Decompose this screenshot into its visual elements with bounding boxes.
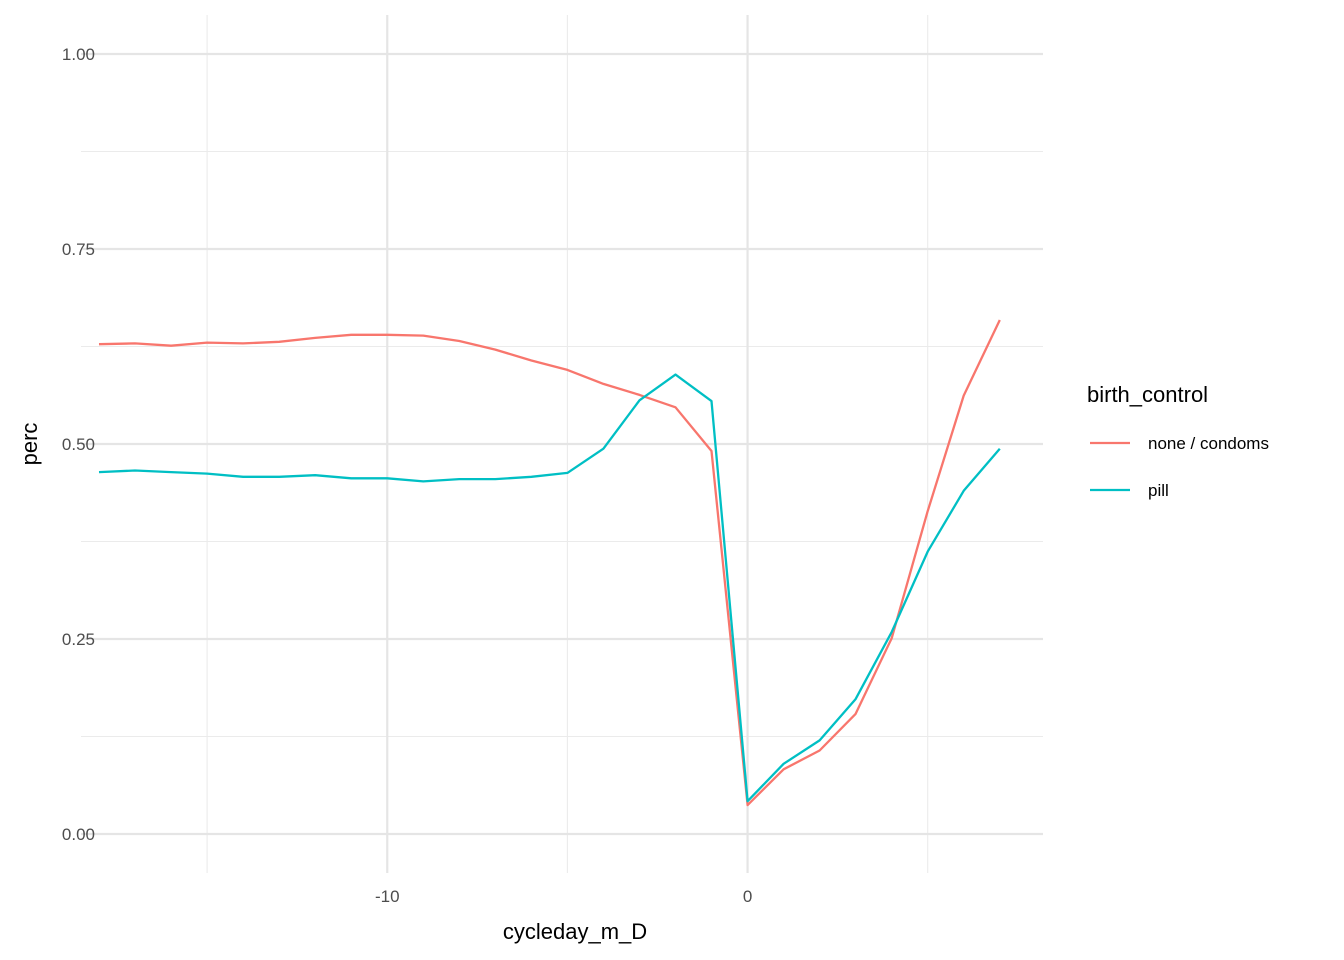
- legend-title: birth_control: [1087, 382, 1208, 407]
- legend: birth_control none / condoms pill: [1087, 382, 1269, 500]
- y-axis-title: perc: [17, 423, 42, 466]
- minor-gridlines: [81, 15, 1043, 873]
- legend-label: none / condoms: [1148, 434, 1269, 453]
- y-axis-tick-labels: 0.00 0.25 0.50 0.75 1.00: [62, 45, 95, 844]
- y-tick-label: 0.25: [62, 630, 95, 649]
- x-tick-label: 0: [743, 887, 752, 906]
- y-tick-label: 0.75: [62, 240, 95, 259]
- x-axis-title: cycleday_m_D: [503, 919, 647, 944]
- legend-items: none / condoms pill: [1090, 434, 1269, 500]
- y-tick-label: 1.00: [62, 45, 95, 64]
- x-tick-label: -10: [375, 887, 400, 906]
- series-line-pill: [98, 373, 1001, 803]
- y-tick-label: 0.50: [62, 435, 95, 454]
- series-lines: [98, 319, 1001, 807]
- major-gridlines: [81, 15, 1043, 873]
- x-axis-tick-labels: -10 0: [375, 887, 752, 906]
- series-line-none-condoms: [98, 319, 1001, 807]
- y-tick-label: 0.00: [62, 825, 95, 844]
- legend-label: pill: [1148, 481, 1169, 500]
